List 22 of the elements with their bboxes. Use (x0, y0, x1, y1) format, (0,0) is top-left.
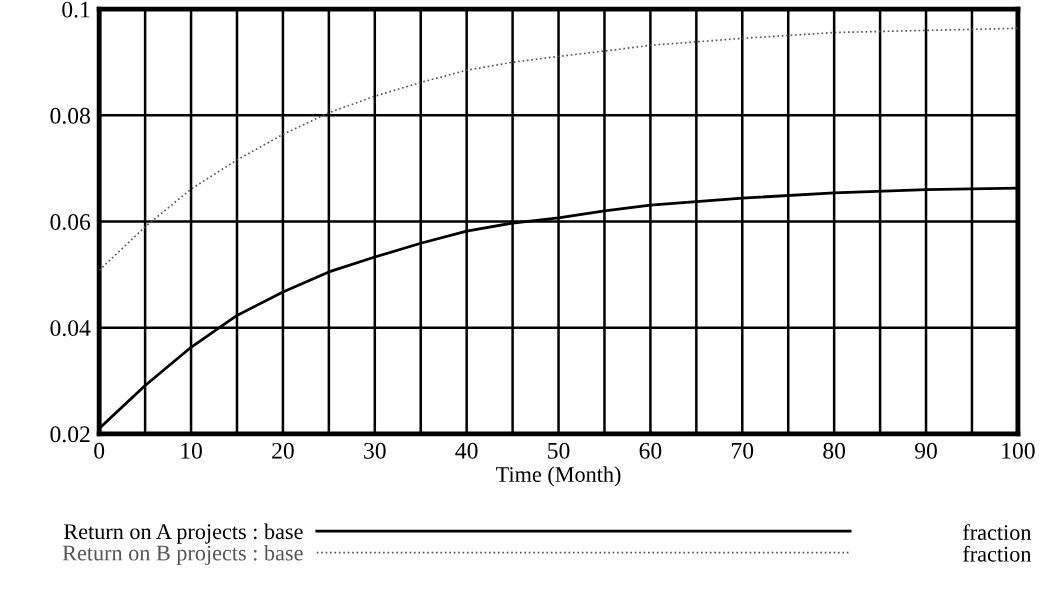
x-tick-label: 10 (181, 442, 202, 459)
x-tick-label: 30 (364, 442, 386, 459)
x-axis-title: Time (Month) (496, 466, 621, 487)
x-tick-label: 70 (732, 442, 754, 459)
y-tick-label: 0.02 (50, 426, 90, 443)
text: Return on B projects : base (62, 544, 303, 566)
x-tick-label: 80 (823, 442, 846, 459)
y-tick-label: 0.08 (50, 107, 90, 124)
x-tick-label: 60 (639, 442, 662, 459)
y-tick-label: 0.1 (62, 1, 90, 18)
x-tick-label: 90 (914, 442, 937, 459)
x-tick-label: 0 (94, 442, 105, 459)
y-tick-label: 0.06 (50, 213, 91, 231)
text: fraction (963, 524, 1032, 540)
line-series (99, 27, 1018, 272)
text: Return on A projects : base (63, 523, 303, 544)
x-tick-label: 50 (548, 442, 570, 459)
x-tick-label: 20 (272, 442, 294, 459)
y-tick-label: 0.04 (50, 320, 91, 337)
x-tick-label: 100 (1002, 442, 1035, 459)
text: fraction (963, 545, 1032, 562)
x-tick-label: 40 (455, 442, 478, 459)
